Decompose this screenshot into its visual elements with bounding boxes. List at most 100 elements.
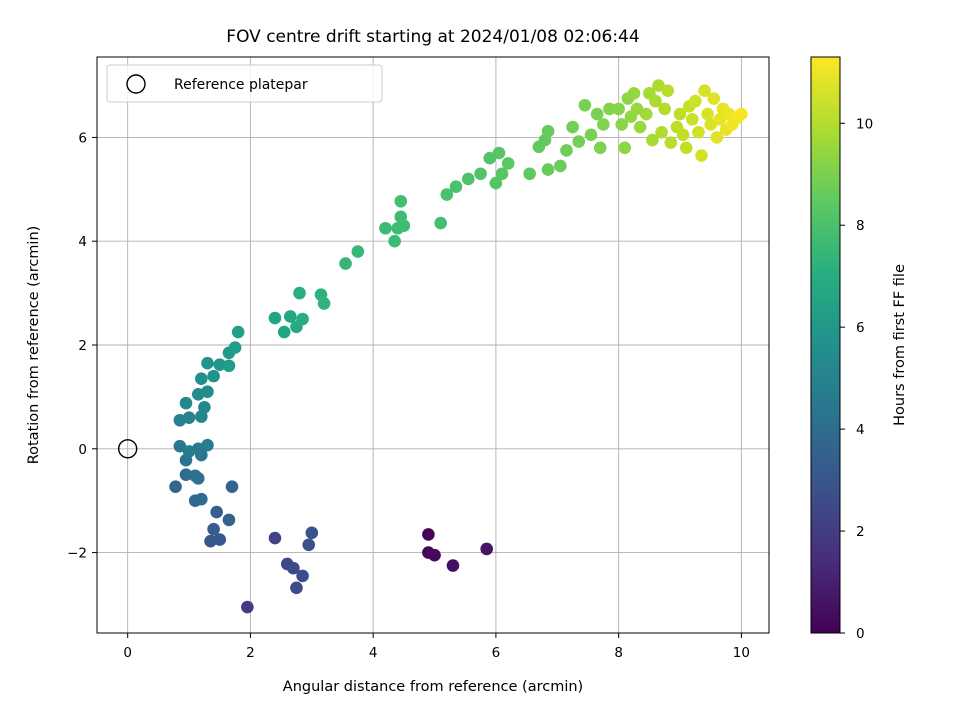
- data-point: [649, 94, 662, 108]
- colorbar-label: Hours from first FF file: [892, 264, 908, 426]
- data-point: [207, 522, 220, 536]
- y-tick-label: 4: [78, 234, 87, 250]
- data-point: [541, 163, 555, 176]
- colorbar-tick-label: 2: [856, 524, 865, 540]
- data-point: [222, 359, 236, 373]
- data-point: [639, 107, 653, 121]
- data-point: [296, 569, 309, 583]
- data-point: [735, 107, 748, 121]
- colorbar-tick-label: 0: [856, 626, 865, 642]
- data-point: [195, 492, 208, 506]
- data-point: [201, 438, 214, 452]
- data-point: [228, 341, 242, 354]
- data-point: [658, 102, 671, 116]
- data-point: [191, 472, 205, 485]
- data-point: [492, 146, 506, 160]
- y-tick-label: −2: [67, 546, 87, 562]
- data-point: [664, 136, 678, 149]
- data-point: [630, 102, 644, 116]
- y-tick-label: 6: [78, 130, 87, 146]
- data-point: [572, 135, 586, 148]
- data-point: [277, 325, 291, 339]
- data-point: [198, 400, 211, 414]
- data-point: [618, 141, 632, 155]
- data-point: [394, 194, 408, 208]
- data-point: [676, 128, 690, 142]
- chart-title: FOV centre drift starting at 2024/01/08 …: [226, 27, 639, 47]
- data-point: [268, 311, 282, 325]
- data-point: [446, 559, 460, 572]
- data-point: [231, 325, 245, 339]
- legend-label-reference: Reference platepar: [174, 77, 308, 93]
- data-point: [284, 310, 297, 323]
- data-point: [225, 480, 239, 493]
- colorbar-gradient: [810, 56, 841, 634]
- data-point: [646, 133, 659, 147]
- legend-box: [106, 64, 383, 103]
- data-point: [179, 396, 193, 410]
- data-point: [615, 118, 629, 131]
- x-tick-label: 10: [733, 645, 750, 661]
- y-axis-ticks: −2 0 2 4 6: [67, 130, 97, 562]
- data-point: [685, 112, 699, 126]
- data-point: [305, 526, 319, 540]
- data-point: [612, 102, 625, 116]
- x-tick-label: 8: [614, 645, 623, 661]
- legend-marker-reference: [126, 74, 146, 94]
- y-tick-label: 2: [78, 338, 87, 354]
- data-point: [704, 118, 717, 131]
- x-tick-label: 2: [246, 645, 255, 661]
- x-axis-label: Angular distance from reference (arcmin): [283, 679, 583, 695]
- data-point: [560, 144, 573, 157]
- data-point: [633, 120, 647, 134]
- data-point: [661, 84, 675, 98]
- data-point: [566, 120, 579, 134]
- data-point: [655, 125, 668, 139]
- data-point: [210, 505, 223, 519]
- x-tick-label: 4: [369, 645, 378, 661]
- data-point: [179, 468, 193, 482]
- data-point: [201, 385, 214, 399]
- data-point: [317, 297, 331, 310]
- data-point: [495, 167, 509, 181]
- data-point: [541, 124, 555, 138]
- data-point: [351, 245, 365, 258]
- data-point: [713, 112, 727, 126]
- data-point: [339, 257, 352, 270]
- data-point: [173, 439, 187, 453]
- data-point: [692, 125, 705, 139]
- data-point: [201, 356, 214, 370]
- data-point: [483, 151, 497, 165]
- data-point: [489, 176, 503, 190]
- data-point: [480, 542, 493, 556]
- legend: Reference platepar: [106, 64, 383, 103]
- data-point: [434, 216, 447, 230]
- data-point: [449, 180, 463, 194]
- data-point: [207, 369, 220, 383]
- data-point: [213, 533, 227, 546]
- data-point: [673, 107, 687, 121]
- data-point: [627, 87, 641, 100]
- data-point: [296, 312, 309, 326]
- data-point: [241, 600, 254, 614]
- data-point: [701, 107, 714, 121]
- data-point: [679, 141, 693, 155]
- data-point: [603, 102, 616, 116]
- data-point: [268, 531, 282, 545]
- colorbar-tick-label: 6: [856, 320, 865, 336]
- data-point: [501, 157, 515, 170]
- data-point: [195, 372, 208, 386]
- colorbar-ticks: 0 2 4 6 8 10: [840, 116, 873, 642]
- data-point: [440, 188, 454, 201]
- data-point: [584, 128, 598, 142]
- y-tick-label: 0: [78, 442, 87, 458]
- data-point: [290, 581, 303, 595]
- data-point: [428, 548, 441, 562]
- data-point: [422, 528, 435, 541]
- data-point: [523, 167, 536, 181]
- data-point: [213, 358, 227, 372]
- data-point: [222, 513, 236, 527]
- x-tick-label: 6: [492, 645, 501, 661]
- grid: [97, 57, 769, 633]
